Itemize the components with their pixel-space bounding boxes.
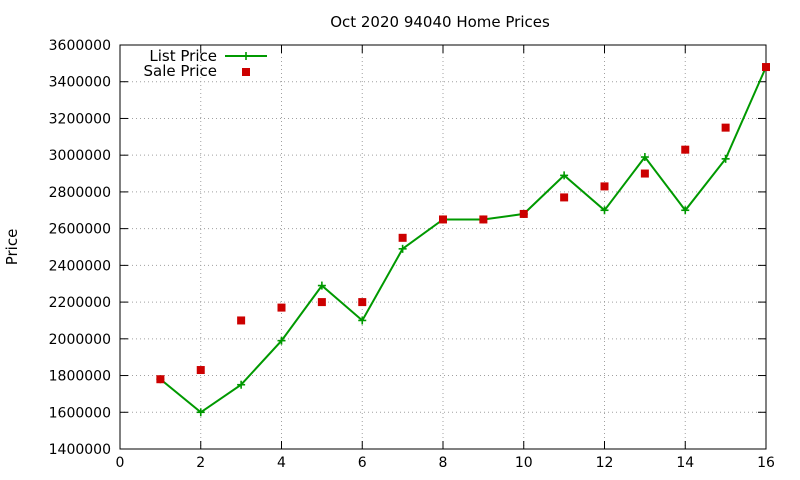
list-price-point xyxy=(721,154,730,163)
x-tick-label: 12 xyxy=(596,455,614,471)
legend-swatch-list-marker xyxy=(242,52,250,60)
list-price-point xyxy=(681,206,690,215)
list-price-point xyxy=(640,153,649,162)
x-tick-label: 0 xyxy=(116,455,125,471)
legend: List Price Sale Price xyxy=(144,47,267,80)
list-price-point xyxy=(358,316,367,325)
legend-swatch-sale-marker xyxy=(242,68,250,76)
y-tick-label: 3600000 xyxy=(49,38,111,54)
y-tick-label: 1400000 xyxy=(49,442,111,458)
y-tick-label: 2200000 xyxy=(49,295,111,311)
list-price-point xyxy=(196,408,205,417)
sale-price-point xyxy=(600,182,609,191)
y-tick-label: 3200000 xyxy=(49,111,111,127)
list-price-point xyxy=(600,206,609,215)
y-tick-label: 3000000 xyxy=(49,148,111,164)
sale-price-point xyxy=(398,233,407,242)
sale-price-point xyxy=(277,303,286,312)
x-tick-label: 10 xyxy=(515,455,533,471)
y-tick-labels: 1400000 1600000 1800000 2000000 2200000 24000… xyxy=(49,38,111,458)
y-tick-label: 2400000 xyxy=(49,258,111,274)
list-price-point xyxy=(277,336,286,345)
list-price-point xyxy=(398,244,407,253)
y-axis-label: Price xyxy=(3,229,21,266)
list-price-point xyxy=(560,171,569,180)
y-tick-label: 3400000 xyxy=(49,75,111,91)
sale-price-point xyxy=(721,123,730,132)
x-tick-label: 6 xyxy=(358,455,367,471)
list-price-point xyxy=(237,380,246,389)
legend-label-list-price: List Price xyxy=(149,47,217,65)
x-tick-label: 16 xyxy=(757,455,775,471)
sale-price-point xyxy=(762,63,770,72)
x-tick-label: 14 xyxy=(676,455,694,471)
y-tick-label: 2800000 xyxy=(49,185,111,201)
x-tick-label: 2 xyxy=(196,455,205,471)
sale-price-point xyxy=(560,193,569,202)
sale-price-point xyxy=(439,215,447,224)
y-tick-label: 1800000 xyxy=(49,369,111,385)
chart-title: Oct 2020 94040 Home Prices xyxy=(330,13,550,31)
sale-price-point xyxy=(681,145,690,154)
sale-price-point xyxy=(196,366,205,375)
sale-price-point xyxy=(479,215,488,224)
legend-swatches xyxy=(225,52,267,76)
grid xyxy=(120,45,766,449)
x-tick-label: 8 xyxy=(439,455,448,471)
x-tick-labels: 0 2 4 6 8 10 12 14 16 xyxy=(116,455,775,471)
legend-label-sale-price: Sale Price xyxy=(144,62,217,80)
plot-frame xyxy=(119,44,767,450)
sale-price-point xyxy=(317,298,326,307)
sale-price-point xyxy=(640,169,649,178)
x-tick-label: 4 xyxy=(277,455,286,471)
list-price-point xyxy=(317,281,326,290)
sale-price-point xyxy=(156,375,165,384)
y-tick-label: 2600000 xyxy=(49,222,111,238)
y-tick-label: 2000000 xyxy=(49,332,111,348)
sale-price-point xyxy=(237,316,246,325)
sale-price-point xyxy=(358,298,367,307)
series xyxy=(156,63,770,417)
y-tick-label: 1600000 xyxy=(49,405,111,421)
sale-price-point xyxy=(519,209,528,218)
list-price-line xyxy=(159,66,767,414)
